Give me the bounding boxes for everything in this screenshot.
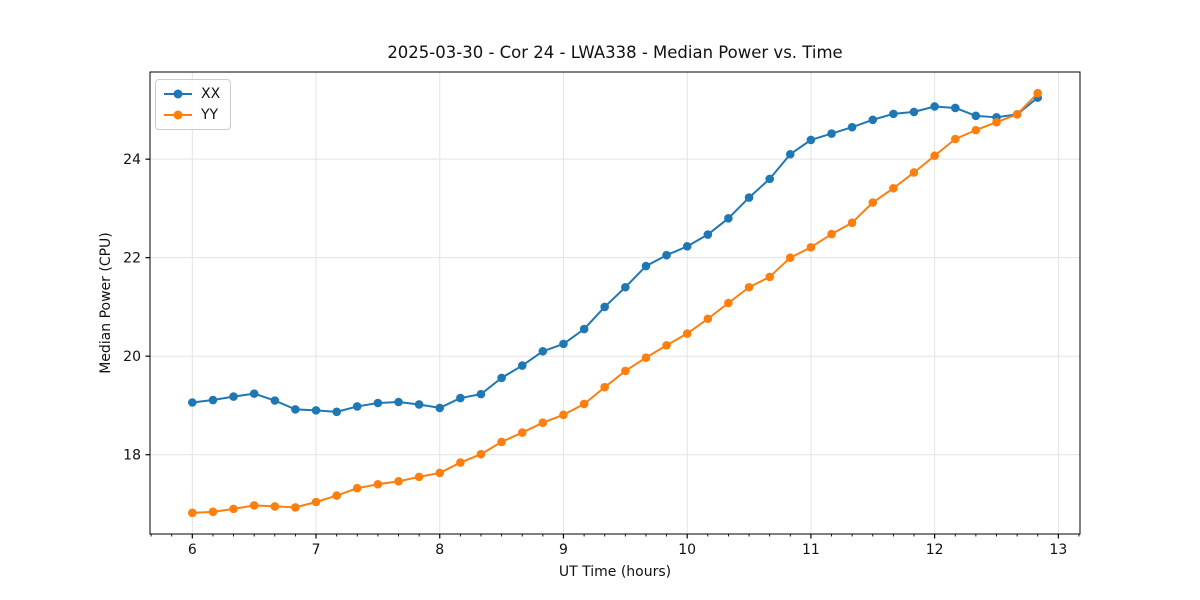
x-tick-label: 12 [926,542,944,558]
x-axis-minor-ticks [150,534,1080,537]
x-tick-label: 8 [435,542,444,558]
chart-title: 2025-03-30 - Cor 24 - LWA338 - Median Po… [387,43,843,62]
series-markers-yy [188,88,1042,518]
x-tick-label: 11 [802,542,820,558]
x-axis: 6 7 8 9 10 11 12 13 [188,534,1067,558]
series-line-xx [191,96,1039,413]
legend-item-xx: XX [163,84,220,104]
x-axis-label: UT Time (hours) [558,564,672,580]
plot-border [149,71,1081,535]
legend-marker-icon [164,110,192,120]
y-axis-label: Median Power (CPU) [98,232,114,374]
x-tick-label: 10 [678,542,696,558]
y-tick-label: 22 [123,251,141,267]
y-axis: 18 20 22 24 [123,152,150,464]
legend-item-yy: YY [163,105,220,125]
y-tick-label: 20 [123,349,141,365]
series-line-yy [191,92,1039,514]
y-tick-label: 24 [123,152,141,168]
x-tick-label: 7 [312,542,321,558]
y-tick-label: 18 [123,448,141,464]
legend: XX YY [155,79,232,130]
legend-marker-icon [164,89,192,99]
x-tick-label: 6 [188,542,197,558]
legend-label-yy: YY [201,107,219,123]
x-tick-label: 13 [1049,542,1067,558]
grid-layer [150,72,1080,534]
x-tick-label: 9 [559,542,568,558]
legend-label-xx: XX [201,86,221,102]
